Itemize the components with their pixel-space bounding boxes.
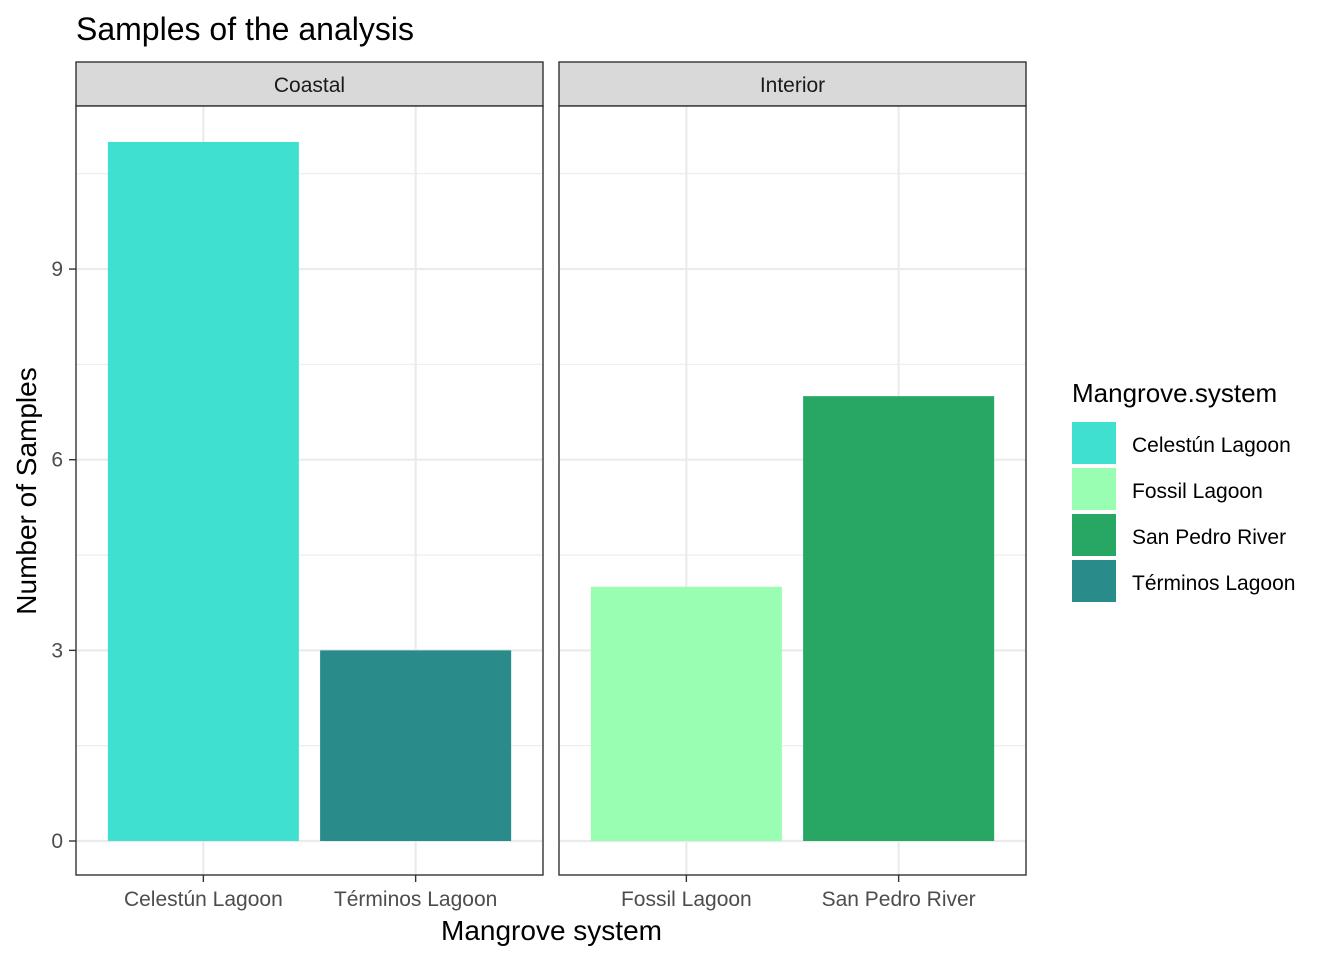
y-tick-label: 0 bbox=[51, 830, 63, 853]
x-tick-label: Fossil Lagoon bbox=[621, 888, 752, 911]
legend-label: Fossil Lagoon bbox=[1132, 480, 1263, 503]
facet-strip-label: Interior bbox=[760, 74, 825, 97]
panel-border bbox=[558, 105, 1027, 876]
legend-swatch bbox=[1072, 422, 1116, 464]
legend-title: Mangrove.system bbox=[1072, 378, 1277, 408]
facet-panels: Coastal Celestún Lagoon Términos Lagoon Int… bbox=[75, 61, 1027, 911]
legend-swatch bbox=[1072, 468, 1116, 510]
facet-panel-interior: Interior Fossil Lagoon San Pedro River bbox=[558, 61, 1027, 911]
x-tick-label: Celestún Lagoon bbox=[124, 888, 283, 911]
x-tick-label: Términos Lagoon bbox=[334, 888, 497, 911]
x-axis-title: Mangrove system bbox=[441, 915, 662, 946]
facet-strip-label: Coastal bbox=[274, 74, 345, 97]
y-axis: 0 3 6 9 bbox=[51, 258, 76, 853]
legend-item: Celestún Lagoon bbox=[1072, 422, 1291, 464]
legend-label: Términos Lagoon bbox=[1132, 572, 1295, 595]
chart-title: Samples of the analysis bbox=[76, 11, 414, 47]
legend-item: San Pedro River bbox=[1072, 514, 1286, 556]
bar-fossil-lagoon bbox=[590, 586, 782, 841]
facet-strip bbox=[558, 61, 1027, 107]
legend-item: Términos Lagoon bbox=[1072, 560, 1295, 602]
legend-item: Fossil Lagoon bbox=[1072, 468, 1263, 510]
legend-swatch bbox=[1072, 514, 1116, 556]
facet-panel-coastal: Coastal Celestún Lagoon Términos Lagoon bbox=[75, 61, 544, 911]
legend-label: Celestún Lagoon bbox=[1132, 434, 1291, 457]
y-tick-label: 9 bbox=[51, 258, 63, 281]
legend: Mangrove.system Celestún Lagoon Fossil La… bbox=[1072, 378, 1295, 602]
bar-san-pedro-river bbox=[803, 396, 995, 841]
y-tick-label: 3 bbox=[51, 639, 63, 662]
y-tick-label: 6 bbox=[51, 449, 63, 472]
legend-swatch bbox=[1072, 560, 1116, 602]
panel-border bbox=[75, 105, 544, 876]
bar-t-rminos-lagoon bbox=[320, 650, 512, 841]
y-axis-title: Number of Samples bbox=[11, 367, 42, 614]
bar-celest-n-lagoon bbox=[107, 141, 299, 841]
facet-strip bbox=[75, 61, 544, 107]
legend-label: San Pedro River bbox=[1132, 526, 1286, 549]
x-tick-label: San Pedro River bbox=[822, 888, 976, 911]
